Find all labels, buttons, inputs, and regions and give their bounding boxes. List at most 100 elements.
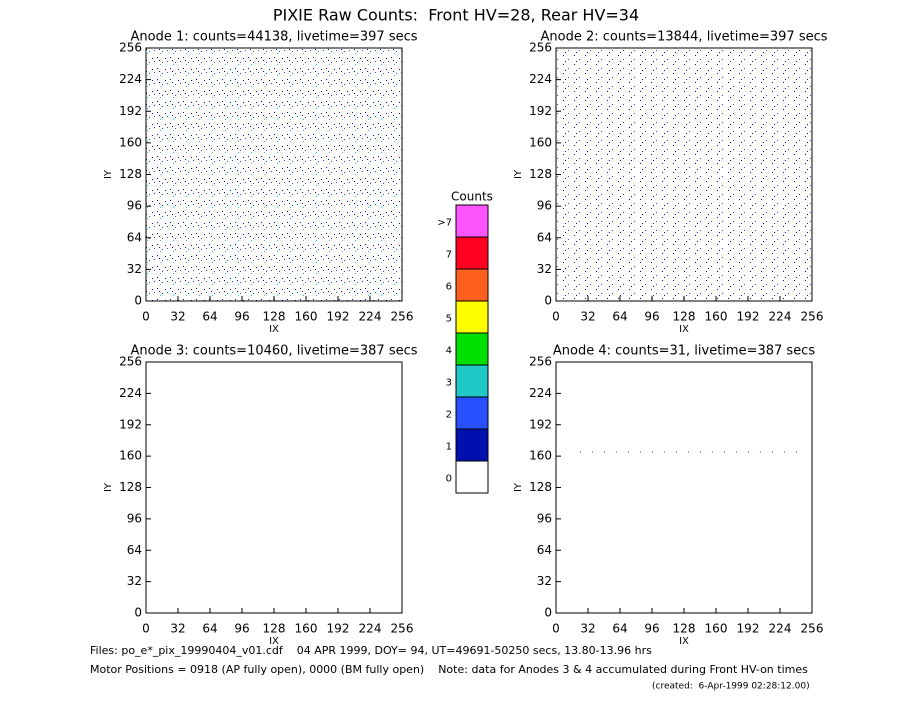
y-tick-label: 96 [537, 511, 552, 525]
y-tick-label: 256 [119, 41, 142, 55]
x-axis-label: IX [679, 324, 689, 335]
image-texture [556, 48, 812, 301]
colorbar-cell [455, 268, 489, 302]
colorbar-label: 5 [446, 314, 452, 325]
x-tick-label: 64 [612, 310, 627, 324]
panel-title: Anode 4: counts=31, livetime=387 secs [553, 344, 815, 359]
x-tick-label: 0 [142, 310, 150, 324]
y-tick-label: 128 [529, 480, 552, 494]
y-tick-label: 96 [127, 511, 142, 525]
x-tick-label: 32 [170, 622, 185, 636]
y-tick-label: 64 [537, 543, 552, 557]
x-tick-label: 64 [612, 622, 627, 636]
x-tick-label: 192 [737, 310, 760, 324]
y-tick-label: 0 [134, 606, 142, 620]
x-tick-label: 0 [142, 622, 150, 636]
colorbar-label: 7 [446, 250, 452, 261]
colorbar-cell [455, 428, 489, 462]
x-tick-label: 96 [234, 310, 249, 324]
footer-line: Files: po_e*_pix_19990404_v01.cdf 04 APR… [90, 644, 652, 657]
y-axis-label: IY [103, 169, 114, 179]
x-tick-label: 192 [327, 622, 350, 636]
colorbar-label: >7 [437, 218, 452, 229]
y-tick-label: 224 [119, 386, 142, 400]
y-tick-label: 64 [127, 230, 142, 244]
x-tick-label: 192 [737, 622, 760, 636]
x-tick-label: 0 [552, 622, 560, 636]
y-tick-label: 128 [119, 480, 142, 494]
y-tick-label: 224 [119, 72, 142, 86]
y-tick-label: 32 [127, 574, 142, 588]
x-tick-label: 224 [359, 310, 382, 324]
plot-frame [555, 361, 813, 614]
colorbar-cell [455, 364, 489, 398]
colorbar-label: 6 [446, 282, 452, 293]
colorbar-cell [455, 236, 489, 270]
y-tick-label: 256 [529, 355, 552, 369]
x-tick-label: 32 [170, 310, 185, 324]
x-tick-label: 128 [263, 310, 286, 324]
y-tick-label: 256 [119, 355, 142, 369]
x-tick-label: 96 [644, 622, 659, 636]
colorbar-cell [455, 396, 489, 430]
x-tick-label: 0 [552, 310, 560, 324]
image-texture [146, 48, 402, 301]
footer-line: (created: 6-Apr-1999 02:28:12.00) [652, 682, 810, 692]
y-tick-label: 192 [119, 104, 142, 118]
y-tick-label: 224 [529, 386, 552, 400]
panel-title: Anode 3: counts=10460, livetime=387 secs [130, 344, 417, 359]
x-tick-label: 256 [801, 310, 824, 324]
x-tick-label: 64 [202, 310, 217, 324]
y-tick-label: 128 [529, 167, 552, 181]
x-tick-label: 160 [705, 622, 728, 636]
y-tick-label: 160 [529, 449, 552, 463]
x-tick-label: 32 [580, 310, 595, 324]
colorbar-cell [455, 300, 489, 334]
x-tick-label: 96 [234, 622, 249, 636]
plot-frame [145, 361, 403, 614]
x-axis-label: IX [269, 636, 279, 647]
panel-title: Anode 2: counts=13844, livetime=397 secs [540, 30, 827, 45]
y-tick-label: 128 [119, 167, 142, 181]
colorbar-label: 0 [446, 474, 452, 485]
x-tick-label: 160 [295, 310, 318, 324]
x-tick-label: 128 [673, 310, 696, 324]
x-tick-label: 96 [644, 310, 659, 324]
panel-title: Anode 1: counts=44138, livetime=397 secs [130, 30, 417, 45]
y-tick-label: 0 [544, 606, 552, 620]
y-tick-label: 192 [529, 417, 552, 431]
x-tick-label: 160 [295, 622, 318, 636]
y-tick-label: 32 [127, 262, 142, 276]
y-tick-label: 96 [127, 199, 142, 213]
y-tick-label: 0 [134, 294, 142, 308]
y-tick-label: 0 [544, 294, 552, 308]
x-axis-label: IX [269, 324, 279, 335]
y-tick-label: 160 [529, 135, 552, 149]
x-tick-label: 256 [801, 622, 824, 636]
colorbar-cell [455, 460, 489, 494]
x-tick-label: 256 [391, 622, 414, 636]
x-tick-label: 256 [391, 310, 414, 324]
colorbar-cell [455, 332, 489, 366]
y-tick-label: 96 [537, 199, 552, 213]
y-tick-label: 160 [119, 449, 142, 463]
colorbar-label: 1 [446, 442, 452, 453]
y-tick-label: 64 [537, 230, 552, 244]
y-tick-label: 256 [529, 41, 552, 55]
x-tick-label: 32 [580, 622, 595, 636]
y-axis-label: IY [513, 482, 524, 492]
colorbar-label: 2 [446, 410, 452, 421]
footer-line: Motor Positions = 0918 (AP fully open), … [90, 663, 808, 676]
colorbar-cell [455, 204, 489, 238]
x-tick-label: 224 [769, 310, 792, 324]
y-axis-label: IY [513, 169, 524, 179]
colorbar-label: 4 [446, 346, 452, 357]
x-tick-label: 224 [359, 622, 382, 636]
y-tick-label: 192 [529, 104, 552, 118]
x-axis-label: IX [679, 636, 689, 647]
colorbar-label: 3 [446, 378, 452, 389]
x-tick-label: 192 [327, 310, 350, 324]
y-tick-label: 160 [119, 135, 142, 149]
colorbar-title: Counts [451, 190, 493, 204]
